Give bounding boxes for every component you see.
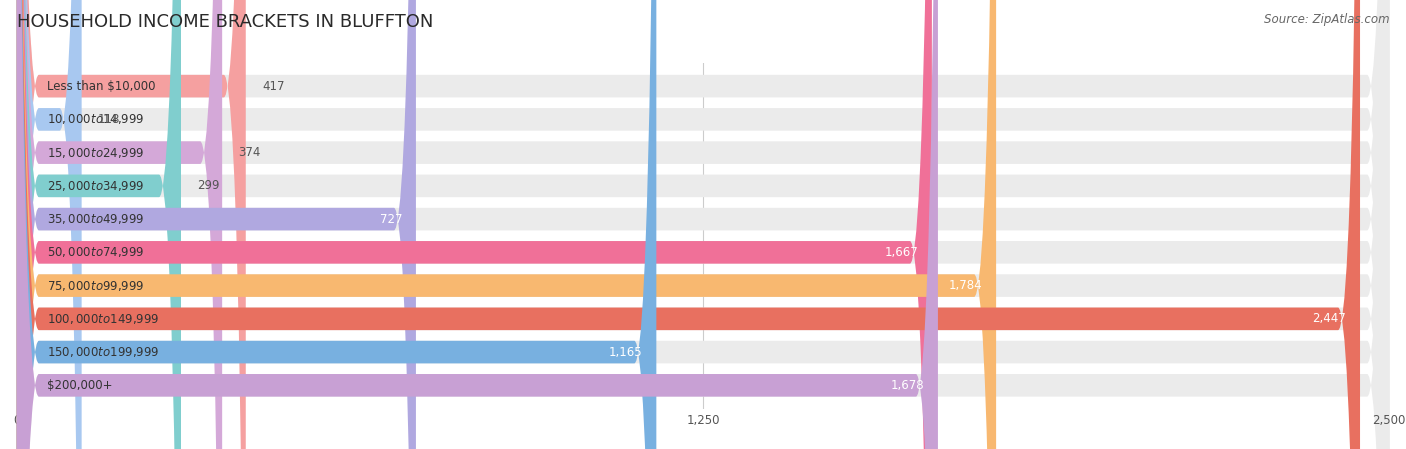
Text: HOUSEHOLD INCOME BRACKETS IN BLUFFTON: HOUSEHOLD INCOME BRACKETS IN BLUFFTON: [17, 13, 433, 31]
Text: 1,667: 1,667: [884, 246, 918, 259]
FancyBboxPatch shape: [17, 0, 657, 449]
FancyBboxPatch shape: [17, 0, 1389, 449]
FancyBboxPatch shape: [17, 0, 1360, 449]
Text: 417: 417: [263, 79, 285, 92]
FancyBboxPatch shape: [17, 0, 181, 449]
Text: Source: ZipAtlas.com: Source: ZipAtlas.com: [1264, 13, 1389, 26]
Text: $15,000 to $24,999: $15,000 to $24,999: [46, 145, 145, 159]
Text: $25,000 to $34,999: $25,000 to $34,999: [46, 179, 145, 193]
FancyBboxPatch shape: [17, 0, 1389, 449]
FancyBboxPatch shape: [17, 0, 1389, 449]
FancyBboxPatch shape: [17, 0, 246, 449]
FancyBboxPatch shape: [17, 0, 1389, 449]
Text: 118: 118: [98, 113, 121, 126]
FancyBboxPatch shape: [17, 0, 416, 449]
FancyBboxPatch shape: [17, 0, 1389, 449]
Text: 1,784: 1,784: [949, 279, 983, 292]
Text: $100,000 to $149,999: $100,000 to $149,999: [46, 312, 159, 326]
FancyBboxPatch shape: [17, 0, 1389, 449]
FancyBboxPatch shape: [17, 0, 1389, 449]
FancyBboxPatch shape: [17, 0, 938, 449]
Text: Less than $10,000: Less than $10,000: [46, 79, 156, 92]
Text: 299: 299: [197, 179, 219, 192]
Text: $150,000 to $199,999: $150,000 to $199,999: [46, 345, 159, 359]
Text: 1,678: 1,678: [890, 379, 924, 392]
FancyBboxPatch shape: [17, 0, 932, 449]
Text: 727: 727: [380, 213, 402, 225]
FancyBboxPatch shape: [17, 0, 1389, 449]
FancyBboxPatch shape: [17, 0, 82, 449]
Text: $35,000 to $49,999: $35,000 to $49,999: [46, 212, 145, 226]
Text: $75,000 to $99,999: $75,000 to $99,999: [46, 278, 145, 293]
FancyBboxPatch shape: [17, 0, 995, 449]
FancyBboxPatch shape: [17, 0, 1389, 449]
Text: $200,000+: $200,000+: [46, 379, 112, 392]
Text: 374: 374: [239, 146, 262, 159]
Text: $10,000 to $14,999: $10,000 to $14,999: [46, 112, 145, 126]
FancyBboxPatch shape: [17, 0, 1389, 449]
Text: 1,165: 1,165: [609, 346, 643, 359]
Text: 2,447: 2,447: [1313, 313, 1347, 326]
Text: $50,000 to $74,999: $50,000 to $74,999: [46, 245, 145, 260]
FancyBboxPatch shape: [17, 0, 222, 449]
